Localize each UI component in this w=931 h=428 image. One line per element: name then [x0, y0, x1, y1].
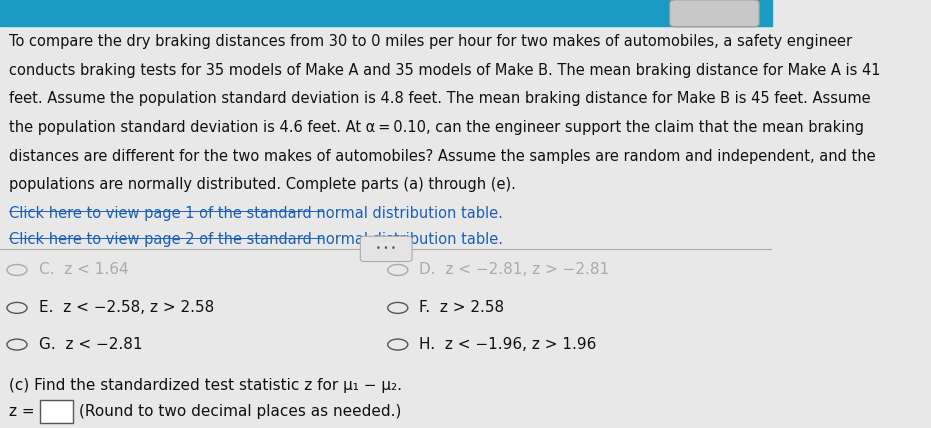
- Text: the population standard deviation is 4.6 feet. At α = 0.10, can the engineer sup: the population standard deviation is 4.6…: [9, 120, 864, 135]
- Text: distances are different for the two makes of automobiles? Assume the samples are: distances are different for the two make…: [9, 149, 876, 163]
- Bar: [40, 400, 73, 423]
- Text: • • •: • • •: [376, 244, 396, 253]
- Text: F.  z > 2.58: F. z > 2.58: [419, 300, 505, 315]
- FancyBboxPatch shape: [669, 0, 760, 27]
- Text: populations are normally distributed. Complete parts (a) through (e).: populations are normally distributed. Co…: [9, 177, 516, 192]
- Text: H.  z < −1.96, z > 1.96: H. z < −1.96, z > 1.96: [419, 337, 597, 352]
- Text: G.  z < −2.81: G. z < −2.81: [38, 337, 142, 352]
- Text: Click here to view page 1 of the standard normal distribution table.: Click here to view page 1 of the standar…: [9, 206, 503, 221]
- Text: E.  z < −2.58, z > 2.58: E. z < −2.58, z > 2.58: [38, 300, 214, 315]
- Text: Click here to view page 2 of the standard normal distribution table.: Click here to view page 2 of the standar…: [9, 232, 504, 247]
- Text: C.  z < 1.64: C. z < 1.64: [38, 262, 128, 277]
- Text: D.  z < −2.81, z > −2.81: D. z < −2.81, z > −2.81: [419, 262, 610, 277]
- Text: To compare the dry braking distances from 30 to 0 miles per hour for two makes o: To compare the dry braking distances fro…: [9, 34, 853, 49]
- Text: feet. Assume the population standard deviation is 4.8 feet. The mean braking dis: feet. Assume the population standard dev…: [9, 91, 870, 106]
- Text: z =: z =: [9, 404, 34, 419]
- FancyBboxPatch shape: [360, 236, 412, 262]
- Text: conducts braking tests for 35 models of Make A and 35 models of Make B. The mean: conducts braking tests for 35 models of …: [9, 62, 881, 77]
- Bar: [0, 0, 773, 26]
- Text: (c) Find the standardized test statistic z for μ₁ − μ₂.: (c) Find the standardized test statistic…: [9, 378, 402, 393]
- Text: (Round to two decimal places as needed.): (Round to two decimal places as needed.): [79, 404, 401, 419]
